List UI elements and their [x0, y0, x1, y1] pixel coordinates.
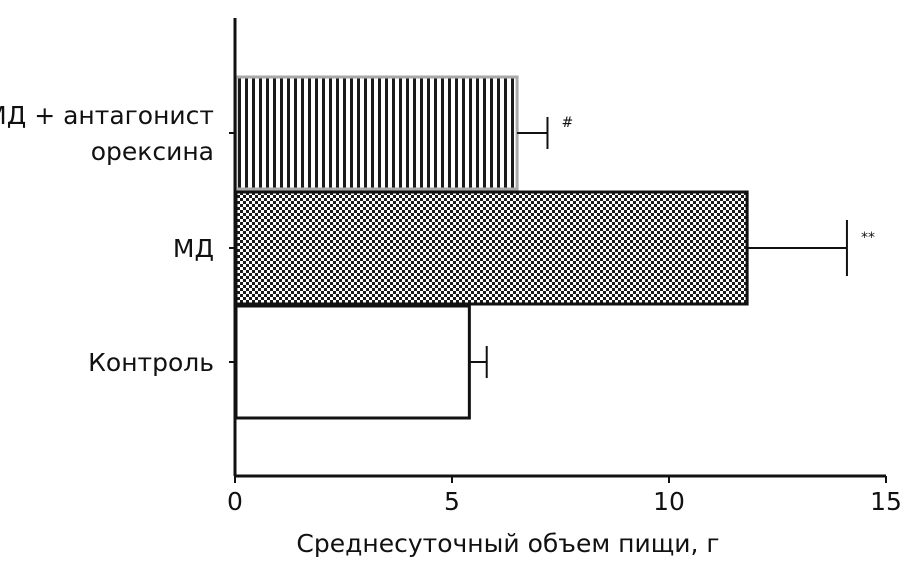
significance-label-1: **: [861, 230, 875, 246]
bars-layer: [234, 75, 749, 420]
axes-layer: [229, 18, 887, 483]
x-tick-label-1: 5: [444, 487, 460, 516]
category-label-2-line-0: МД + антагонист: [0, 101, 214, 130]
bar-0: [234, 304, 471, 420]
x-tick-label-2: 10: [653, 487, 685, 516]
labels-layer: Контроль ** МД # МД + антагонист орексина 0 5 10…: [0, 101, 902, 516]
category-label-2-line-1: орексина: [91, 137, 214, 166]
x-tick-label-3: 15: [870, 487, 902, 516]
significance-label-2: #: [561, 115, 573, 131]
error-bars-layer: [469, 117, 848, 378]
bar-2: [234, 75, 519, 191]
x-tick-label-0: 0: [227, 487, 243, 516]
category-label-1: МД: [173, 234, 214, 263]
bar-1: [234, 190, 749, 306]
x-axis-title: Среднесуточный объем пищи, г: [296, 529, 719, 558]
category-label-0: Контроль: [88, 348, 214, 377]
